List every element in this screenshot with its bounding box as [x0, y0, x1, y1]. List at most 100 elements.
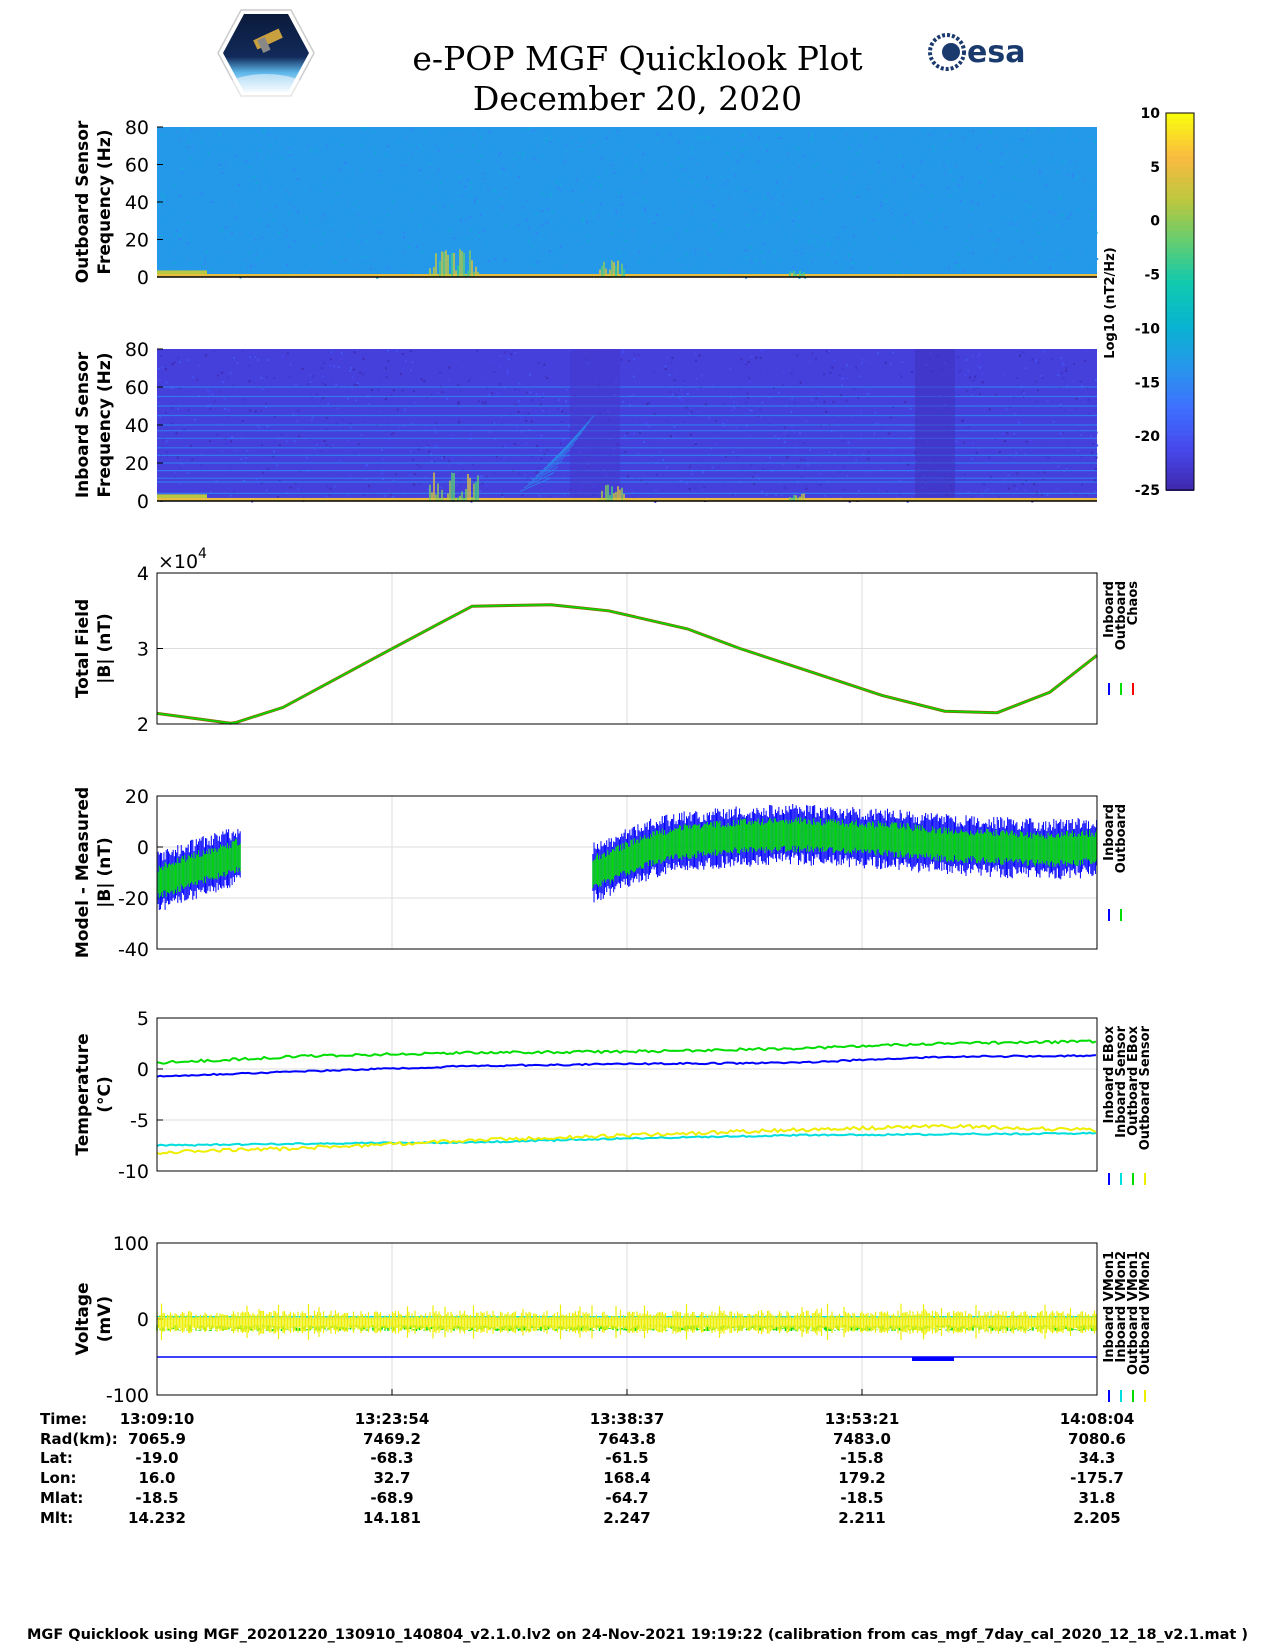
noise-cell [753, 482, 756, 485]
colorbar-cell [1166, 382, 1194, 389]
noise-cell [565, 143, 568, 146]
noise-cell [443, 134, 446, 137]
noise-cell [1087, 151, 1090, 154]
noise-cell [642, 153, 645, 156]
noise-cell [344, 258, 347, 261]
noise-cell [419, 194, 422, 197]
noise-cell [244, 258, 247, 261]
noise-cell [775, 187, 778, 190]
noise-cell [657, 368, 660, 371]
noise-cell [211, 393, 214, 396]
noise-cell [548, 250, 551, 253]
noise-cell [878, 171, 881, 174]
dark-band-2 [915, 349, 955, 501]
inboard-sensor-line [156, 1131, 1097, 1147]
noise-cell [349, 369, 352, 372]
noise-cell [974, 375, 977, 378]
noise-cell [1032, 128, 1035, 131]
noise-cell [419, 169, 422, 172]
noise-cell [191, 146, 194, 149]
noise-cell [706, 137, 709, 140]
noise-cell [1026, 493, 1029, 496]
noise-cell [235, 145, 238, 148]
noise-cell [294, 482, 297, 485]
noise-cell [458, 421, 461, 424]
noise-cell [829, 170, 832, 173]
noise-cell [180, 187, 183, 190]
noise-cell [774, 134, 777, 137]
noise-cell [1072, 380, 1075, 383]
noise-cell [177, 247, 180, 250]
noise-cell [1033, 219, 1036, 222]
noise-cell [1085, 494, 1088, 497]
noise-cell [590, 231, 593, 234]
noise-cell [583, 201, 586, 204]
noise-cell [790, 175, 793, 178]
noise-cell [416, 245, 419, 248]
noise-cell [740, 358, 743, 361]
noise-cell [325, 163, 328, 166]
noise-cell [954, 165, 957, 168]
noise-cell [232, 356, 235, 359]
noise-cell [323, 362, 326, 365]
noise-cell [240, 458, 243, 461]
noise-cell [789, 177, 792, 180]
noise-cell [271, 218, 274, 221]
noise-cell [768, 250, 771, 253]
noise-cell [769, 456, 772, 459]
noise-cell [528, 226, 531, 229]
noise-cell [565, 264, 568, 267]
noise-cell [177, 356, 180, 359]
noise-cell [861, 362, 864, 365]
noise-cell [732, 400, 735, 403]
noise-cell [758, 215, 761, 218]
noise-cell [840, 185, 843, 188]
noise-cell [573, 208, 576, 211]
noise-cell [199, 192, 202, 195]
noise-cell [560, 408, 563, 411]
noise-cell [838, 194, 841, 197]
noise-cell [875, 425, 878, 428]
noise-cell [311, 416, 314, 419]
noise-cell [458, 202, 461, 205]
noise-cell [1065, 465, 1068, 468]
noise-cell [521, 444, 524, 447]
noise-cell [168, 238, 171, 241]
noise-cell [552, 266, 555, 269]
noise-cell [1076, 447, 1079, 450]
noise-cell [905, 195, 908, 198]
noise-cell [460, 184, 463, 187]
noise-cell [256, 201, 259, 204]
noise-cell [619, 223, 622, 226]
noise-cell [532, 129, 535, 132]
colorbar-cell [1166, 419, 1194, 427]
noise-cell [1030, 248, 1033, 251]
noise-cell [750, 132, 753, 135]
noise-cell [565, 158, 568, 161]
noise-cell [538, 494, 541, 497]
noise-cell [583, 204, 586, 207]
noise-cell [911, 358, 914, 361]
noise-cell [179, 483, 182, 486]
noise-cell [380, 379, 383, 382]
noise-cell [420, 133, 423, 136]
noise-cell [215, 479, 218, 482]
noise-cell [470, 229, 473, 232]
noise-cell [255, 252, 258, 255]
noise-cell [306, 234, 309, 237]
noise-cell [804, 201, 807, 204]
noise-cell [863, 145, 866, 148]
legend-label-3-1: Outboard [1114, 804, 1129, 873]
noise-cell [358, 443, 361, 446]
noise-cell [731, 250, 734, 253]
noise-cell [491, 149, 494, 152]
noise-cell [853, 388, 856, 391]
exponent-label: ×10 [158, 551, 198, 573]
noise-cell [747, 260, 750, 263]
noise-cell [288, 151, 291, 154]
noise-cell [171, 387, 174, 390]
colorbar-cell [1166, 441, 1194, 448]
noise-cell [405, 481, 408, 484]
colorbar-cell [1166, 387, 1194, 395]
noise-cell [748, 377, 751, 380]
